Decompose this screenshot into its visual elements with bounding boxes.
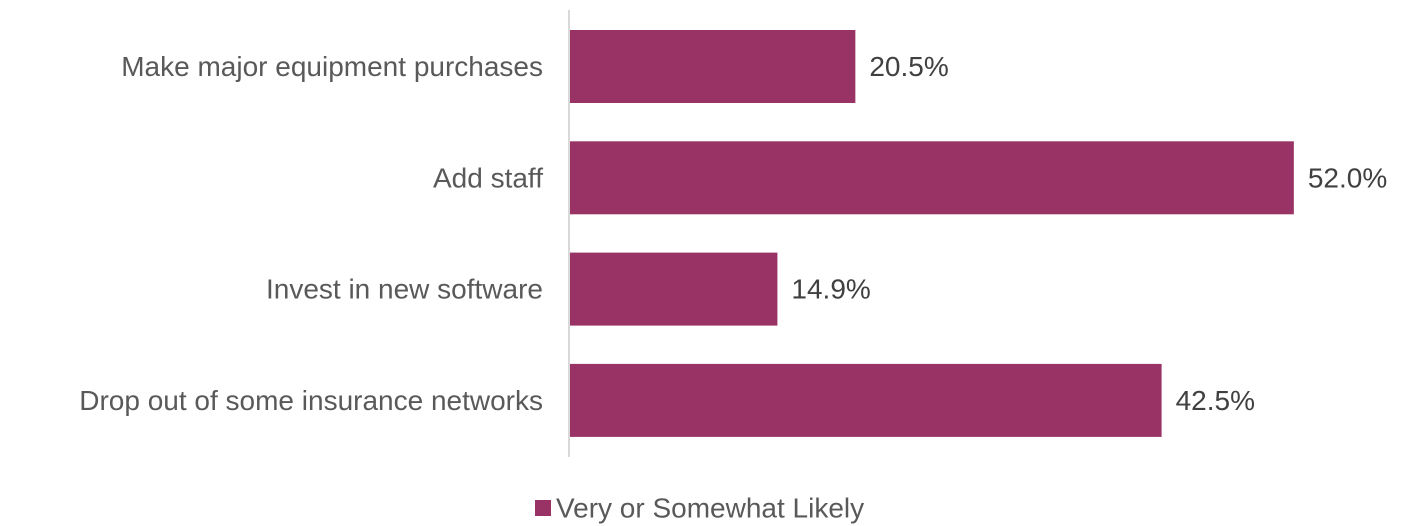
legend-swatch <box>535 500 551 516</box>
bars-group <box>570 30 1294 437</box>
labels-group: Make major equipment purchases 20.5% Add s… <box>79 51 1387 416</box>
category-label-4: Drop out of some insurance networks <box>79 385 543 416</box>
bar-1 <box>570 30 856 103</box>
value-label-2: 52.0% <box>1308 162 1387 193</box>
value-label-4: 42.5% <box>1176 385 1255 416</box>
category-label-2: Add staff <box>433 162 543 193</box>
legend-label: Very or Somewhat Likely <box>556 493 864 524</box>
category-label-3: Invest in new software <box>266 274 543 305</box>
value-label-1: 20.5% <box>869 51 948 82</box>
bar-4 <box>570 363 1162 437</box>
bar-2 <box>570 141 1294 215</box>
legend: Very or Somewhat Likely <box>535 493 864 524</box>
category-label-1: Make major equipment purchases <box>121 51 543 82</box>
bar-3 <box>570 252 778 326</box>
value-label-3: 14.9% <box>791 274 870 305</box>
